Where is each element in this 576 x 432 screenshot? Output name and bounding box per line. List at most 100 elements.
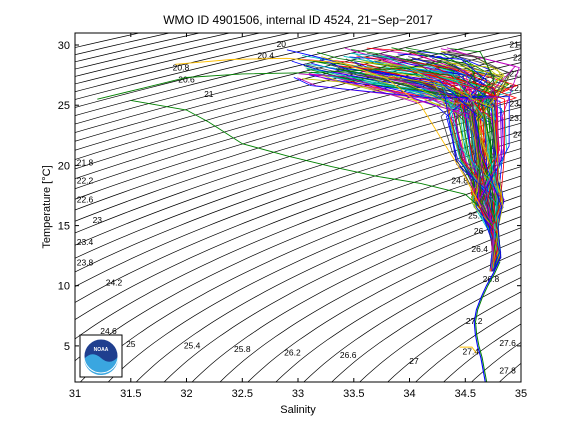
profile-line — [293, 77, 510, 272]
isopycnal-label: 26.4 — [471, 244, 488, 254]
isopycnal-line — [219, 216, 521, 382]
isopycnal-line — [75, 139, 521, 321]
isopycnal-lines — [75, 33, 521, 382]
x-tick-label: 34 — [403, 388, 415, 400]
isopycnal-line — [75, 33, 503, 142]
isopycnal-line — [79, 166, 521, 382]
isopycnal-line — [75, 34, 521, 151]
isopycnal-line — [75, 98, 521, 246]
isopycnal-label: 21.8 — [77, 157, 94, 167]
isopycnal-line — [75, 91, 521, 234]
noaa-logo: NOAA — [79, 334, 123, 378]
isopycnal-label: 23.8 — [77, 257, 94, 267]
isopycnal-line — [75, 55, 521, 180]
profile-line — [360, 61, 504, 272]
axis-ticks: 31 31.5 32 32.5 33 33.5 34 34.5 35 5 10 15 20 25 30 — [58, 33, 527, 400]
isopycnal-line — [303, 250, 521, 382]
isopycnal-label: 26.6 — [340, 350, 357, 360]
isopycnal-label: 20.8 — [173, 62, 190, 72]
isopycnal-line — [359, 277, 521, 382]
isopycnal-line — [75, 148, 521, 340]
isopycnal-label: 20 — [277, 39, 287, 49]
x-tick-label: 34.5 — [455, 388, 476, 400]
isopycnal-label: 22.4 — [509, 68, 526, 78]
isopycnal-line — [387, 291, 521, 382]
isopycnal-line — [75, 131, 521, 303]
chart-title: WMO ID 4901506, internal ID 4524, 21−Sep… — [163, 13, 433, 27]
isopycnal-label: 24.6 — [100, 326, 117, 336]
isopycnal-label: 20.4 — [257, 50, 274, 60]
isopycnal-label: 25.6 — [468, 210, 485, 220]
isopycnal-line — [75, 41, 521, 160]
isopycnal-label: 25.8 — [234, 344, 251, 354]
isopycnal-line — [331, 263, 521, 382]
profile-line — [373, 48, 496, 272]
noaa-logo-text: NOAA — [94, 347, 109, 353]
isopycnal-line — [75, 69, 521, 200]
isopycnal-label: 24.8 — [451, 175, 468, 185]
isopycnal-label: 26 — [474, 226, 484, 236]
isopycnal-line — [247, 227, 521, 382]
isopycnal-line — [443, 323, 521, 382]
profile-line — [350, 53, 500, 272]
isopycnal-line — [75, 83, 521, 222]
x-tick-label: 32 — [180, 388, 192, 400]
isopycnal-label: 27 — [409, 356, 419, 366]
isopycnal-label: 27.8 — [499, 366, 516, 376]
isopycnal-line — [75, 33, 473, 133]
x-tick-label: 35 — [515, 388, 527, 400]
isopycnal-label: 20.6 — [178, 74, 195, 84]
x-tick-label: 33.5 — [343, 388, 364, 400]
isopycnal-line — [75, 33, 322, 93]
x-tick-label: 31 — [69, 388, 81, 400]
y-tick-label: 5 — [64, 341, 70, 353]
isopycnal-label: 21 — [204, 89, 214, 99]
profile-line — [319, 59, 502, 272]
isopycnal-line — [75, 122, 521, 288]
profile-line-highlight — [97, 61, 460, 100]
isopycnal-line — [415, 306, 521, 382]
profile-line-highlight — [130, 99, 479, 207]
x-tick-label: 31.5 — [120, 388, 141, 400]
y-axis-label: Temperature [°C] — [41, 165, 53, 248]
isopycnal-label: 23.6 — [509, 113, 526, 123]
isopycnal-label: 21.6 — [509, 39, 526, 49]
profile-line-highlight — [175, 57, 482, 208]
y-tick-label: 30 — [58, 40, 70, 52]
isopycnal-line — [75, 33, 412, 116]
isopycnal-label: 23 — [93, 215, 103, 225]
isopycnal-line — [75, 33, 443, 125]
isopycnal-label: 22.8 — [509, 83, 526, 93]
x-tick-label: 32.5 — [232, 388, 253, 400]
isopycnal-label: 27.4 — [463, 346, 480, 356]
profile-line — [390, 67, 506, 272]
isopycnal-label: 25.4 — [184, 340, 201, 350]
x-axis-label: Salinity — [280, 404, 316, 416]
deep-profile-line — [474, 261, 501, 382]
isopycnal-label: 27.6 — [499, 338, 516, 348]
isopycnal-line — [135, 185, 521, 382]
deep-profile-line — [459, 346, 477, 354]
isopycnal-label: 23.4 — [77, 237, 94, 247]
isopycnal-line — [75, 33, 352, 100]
plot-area — [75, 33, 521, 382]
isopycnal-line — [75, 48, 521, 170]
isopycnal-line — [75, 33, 382, 108]
profile-line — [366, 74, 500, 272]
isopycnal-label: 25 — [126, 339, 136, 349]
isopycnal-label: 22.2 — [77, 175, 94, 185]
isopycnal-line — [163, 195, 521, 382]
y-tick-label: 15 — [58, 221, 70, 233]
isopycnal-line — [75, 114, 521, 273]
isopycnal-label: 24.2 — [106, 278, 123, 288]
deep-profile-line — [473, 261, 500, 382]
isopycnal-label: 23.2 — [509, 98, 526, 108]
x-tick-label: 33 — [292, 388, 304, 400]
noaa-logo-wave — [84, 354, 119, 376]
isopycnal-line — [275, 238, 521, 382]
profile-line — [371, 68, 499, 272]
y-tick-label: 20 — [58, 160, 70, 172]
y-tick-label: 10 — [58, 281, 70, 293]
isopycnal-label: 22.6 — [77, 195, 94, 205]
noaa-logo-ring — [83, 338, 119, 374]
